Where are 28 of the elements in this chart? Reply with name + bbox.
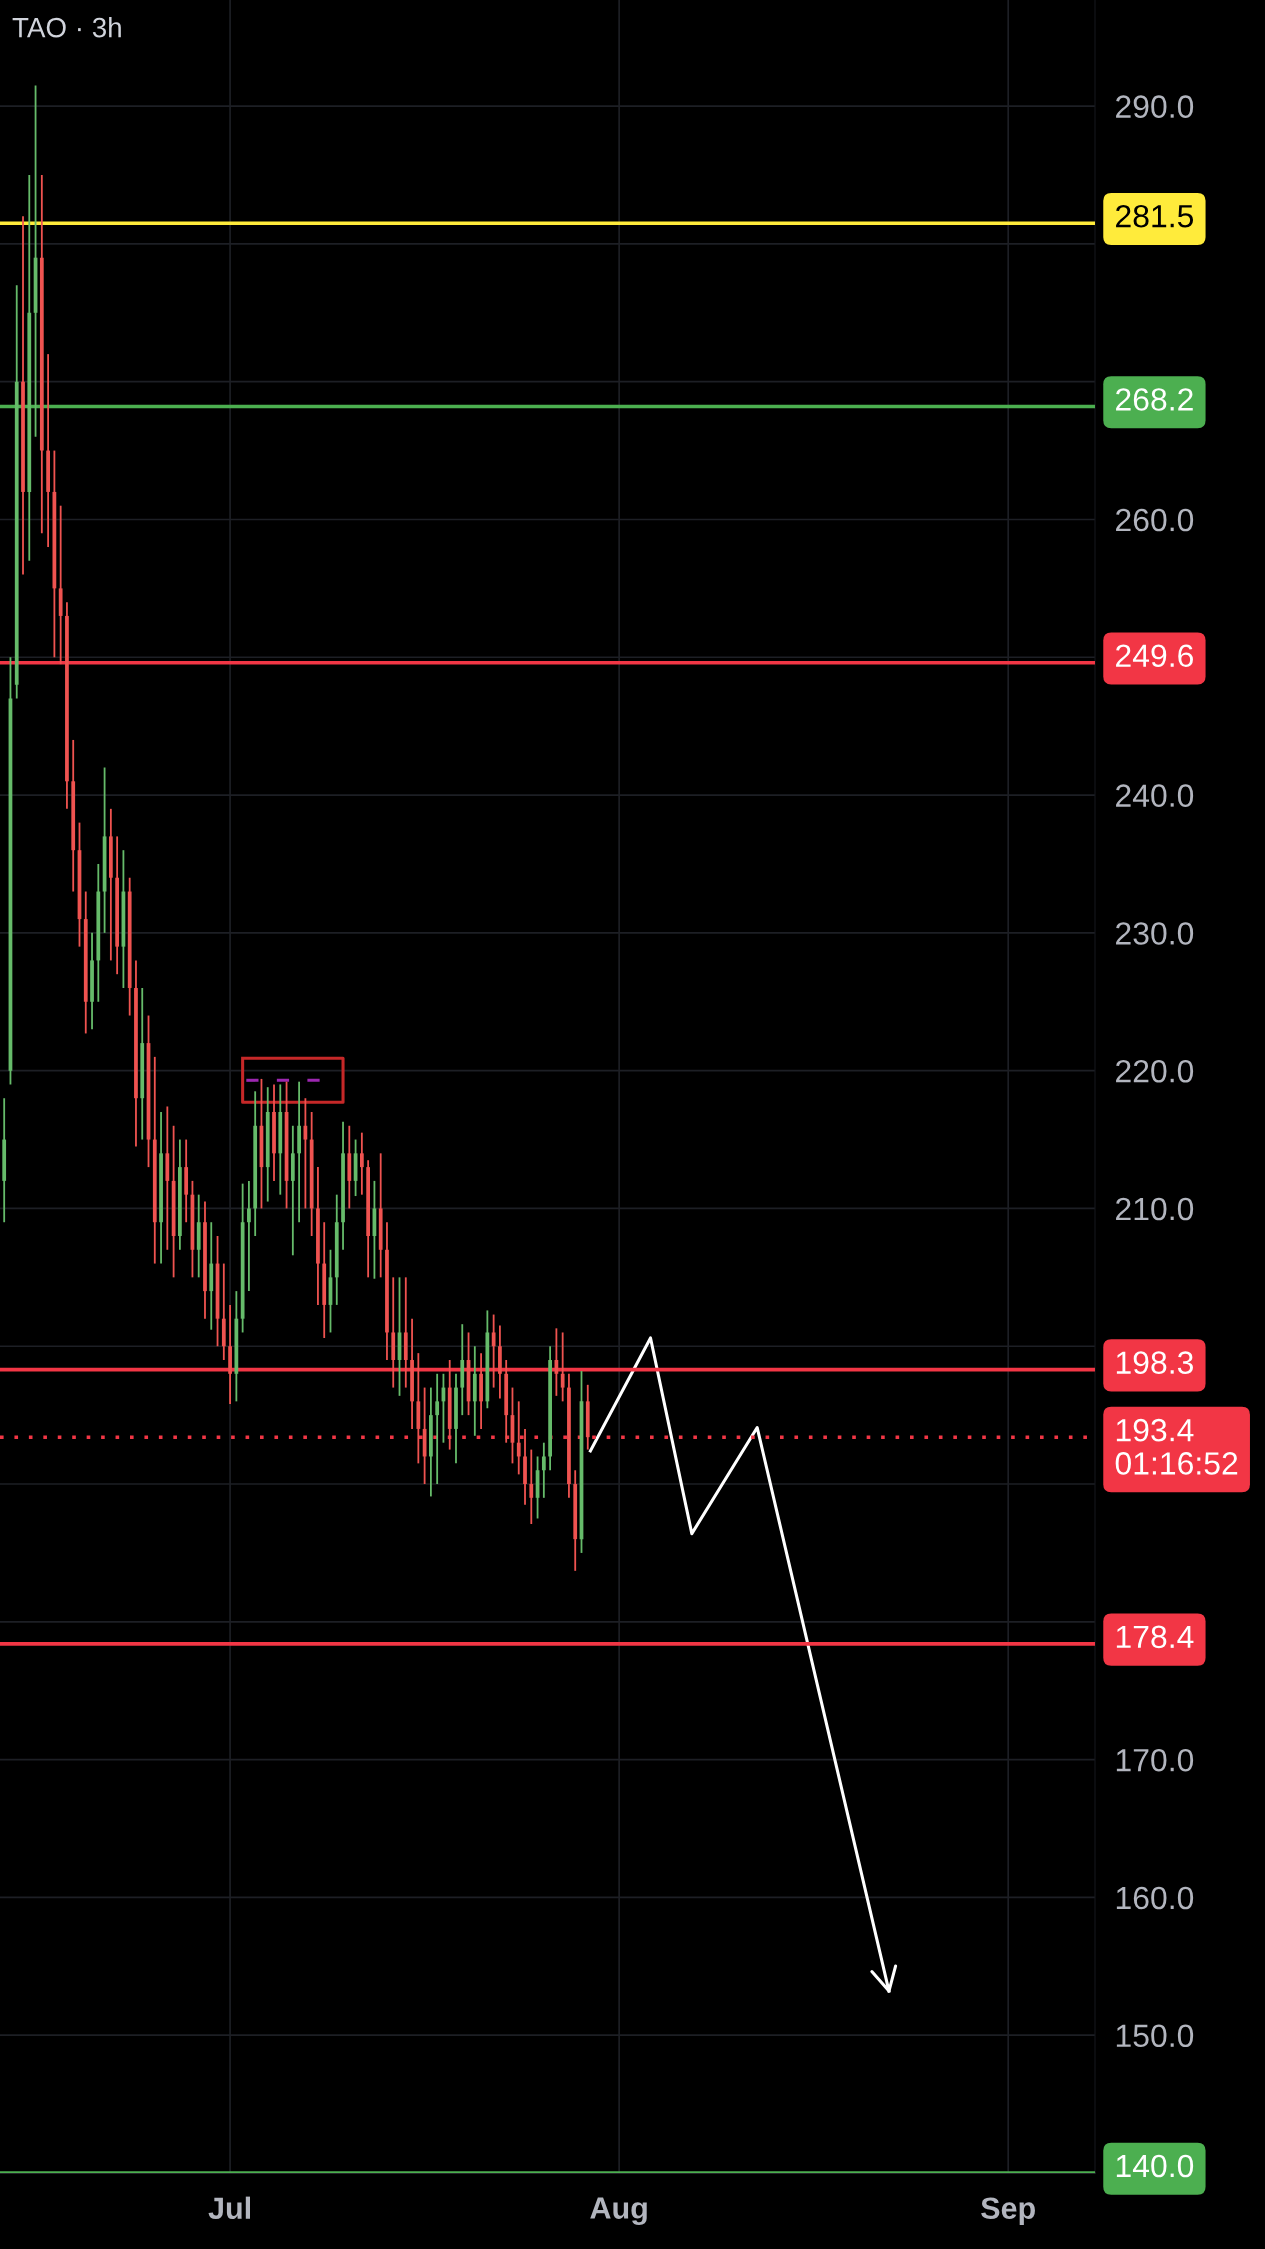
x-tick-label: Sep bbox=[981, 2197, 1035, 2226]
ref-line-label: 140.0 bbox=[1116, 2154, 1194, 2178]
chart-title: TAO · 3h bbox=[12, 17, 121, 38]
candlestick bbox=[529, 1448, 534, 1525]
candlestick bbox=[491, 1313, 496, 1389]
ref-line-label: 193.4 01:16:52 bbox=[1115, 1418, 1238, 1475]
x-tick-label: Aug bbox=[590, 2197, 647, 2226]
y-tick-label: 170.0 bbox=[1116, 1748, 1194, 1772]
candlestick bbox=[359, 1131, 364, 1196]
y-tick-label: 240.0 bbox=[1116, 784, 1194, 807]
y-tick-label: 260.0 bbox=[1116, 508, 1194, 532]
y-tick-label: 160.0 bbox=[1116, 1886, 1194, 1910]
y-tick-label: 210.0 bbox=[1116, 1197, 1194, 1221]
candlestick bbox=[247, 1179, 251, 1293]
candlestick bbox=[516, 1400, 521, 1476]
y-tick-label: 230.0 bbox=[1116, 922, 1194, 945]
candlestick bbox=[541, 1441, 546, 1499]
ref-line-label: 178.4 bbox=[1116, 1625, 1194, 1649]
ref-line-label: 268.2 bbox=[1116, 388, 1193, 411]
y-tick-label: 220.0 bbox=[1116, 1059, 1194, 1083]
candlestick bbox=[560, 1331, 565, 1403]
x-tick-label: Jul bbox=[208, 2196, 250, 2220]
ref-line-label: 198.3 bbox=[1116, 1351, 1193, 1374]
candlestick bbox=[435, 1372, 440, 1485]
y-tick-label: 290.0 bbox=[1116, 95, 1194, 118]
y-tick-label: 150.0 bbox=[1116, 2024, 1194, 2048]
ref-line-label: 281.5 bbox=[1116, 204, 1194, 228]
ref-line-label: 249.6 bbox=[1116, 644, 1193, 668]
